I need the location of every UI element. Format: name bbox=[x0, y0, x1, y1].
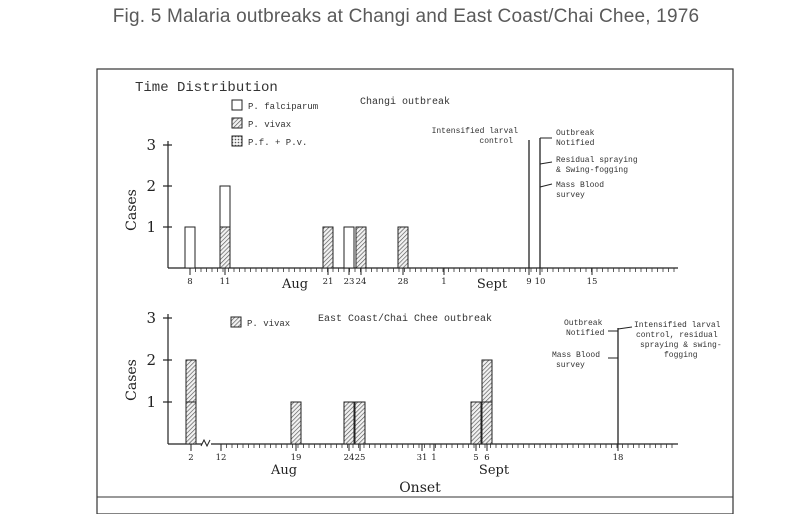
event-label: survey bbox=[556, 191, 585, 200]
x-tick-label: 21 bbox=[323, 277, 334, 287]
event-label: Intensified larval bbox=[634, 321, 721, 330]
legend-label: P. falciparum bbox=[248, 102, 318, 112]
event-label: control, residual bbox=[636, 331, 718, 340]
x-tick-label: 12 bbox=[216, 453, 227, 463]
event-label: spraying & swing- bbox=[640, 341, 722, 350]
bar-hatched bbox=[354, 401, 366, 445]
x-tick-label: 15 bbox=[587, 277, 598, 287]
x-tick-label: 1 bbox=[431, 453, 436, 463]
legend-swatch-hatched bbox=[230, 316, 242, 328]
x-tick-label: 19 bbox=[291, 453, 302, 463]
x-tick-label: 25 bbox=[355, 453, 366, 463]
legend-swatch-dotted bbox=[231, 135, 243, 147]
chart-panel-1: Changi outbreak P. falciparum P. vivax P.f.… bbox=[124, 96, 678, 292]
x-tick-label: 31 bbox=[417, 453, 428, 463]
bar-open bbox=[343, 226, 355, 269]
x-tick-label: 24 bbox=[356, 277, 367, 287]
legend-label: P. vivax bbox=[248, 120, 291, 130]
event-label: fogging bbox=[664, 351, 698, 360]
bar-hatched bbox=[185, 401, 197, 445]
month-label: Sept bbox=[477, 277, 508, 292]
x-tick-label: 6 bbox=[484, 453, 489, 463]
legend-swatch-open bbox=[231, 99, 243, 111]
bar-hatched bbox=[470, 401, 482, 445]
event-label: & Swing-fogging bbox=[556, 166, 628, 175]
legend-swatch-hatched bbox=[231, 117, 243, 129]
y-tick-label: 2 bbox=[146, 177, 156, 195]
y-tick-label: 3 bbox=[146, 136, 156, 154]
event-label: Outbreak bbox=[564, 319, 603, 328]
event-label: Notified bbox=[566, 329, 605, 338]
y-tick-label: 1 bbox=[146, 393, 156, 411]
y-tick-label: 3 bbox=[146, 309, 156, 327]
x-tick-label: 9 bbox=[526, 277, 531, 287]
x-tick-label: 1 bbox=[441, 277, 446, 287]
chart-subtitle: Changi outbreak bbox=[360, 96, 450, 108]
event-label: Notified bbox=[556, 139, 595, 148]
event-label: Mass Blood bbox=[556, 181, 604, 190]
event-label: Mass Blood bbox=[552, 351, 600, 360]
event-label: Intensified larval bbox=[432, 127, 519, 136]
x-axis-label: Onset bbox=[399, 480, 441, 496]
x-tick-label: 10 bbox=[535, 277, 546, 287]
bar-hatched bbox=[397, 226, 409, 269]
x-tick-label: 8 bbox=[187, 277, 192, 287]
bar-open bbox=[184, 226, 196, 269]
event-label: Outbreak bbox=[556, 129, 595, 138]
month-label: Aug bbox=[281, 277, 308, 292]
chart-subtitle: East Coast/Chai Chee outbreak bbox=[318, 313, 492, 325]
y-axis-label: Cases bbox=[124, 359, 140, 401]
bar-open bbox=[219, 185, 231, 228]
x-tick-label: 24 bbox=[344, 453, 355, 463]
bar-hatched bbox=[481, 401, 493, 445]
x-tick-label: 18 bbox=[613, 453, 624, 463]
bar-hatched bbox=[481, 359, 493, 403]
axis-break bbox=[200, 438, 211, 448]
event-pointer bbox=[539, 183, 553, 188]
y-axis-label: Cases bbox=[124, 189, 140, 231]
x-tick-label: 11 bbox=[220, 277, 231, 287]
month-label: Aug bbox=[270, 463, 297, 478]
y-tick-label: 1 bbox=[146, 218, 156, 236]
bar-hatched bbox=[219, 226, 231, 269]
bar-hatched bbox=[322, 226, 334, 269]
x-tick-label: 2 bbox=[188, 453, 193, 463]
event-label: Residual spraying bbox=[556, 156, 638, 165]
event-label: survey bbox=[556, 361, 585, 370]
legend-label: P. vivax bbox=[247, 319, 290, 329]
event-pointer bbox=[539, 161, 553, 165]
figure-title: Fig. 5 Malaria outbreaks at Changi and E… bbox=[112, 6, 700, 27]
bar-hatched bbox=[355, 226, 367, 269]
y-tick-label: 2 bbox=[146, 351, 156, 369]
month-label: Sept bbox=[479, 463, 510, 478]
x-tick-label: 23 bbox=[344, 277, 355, 287]
panel-title: Time Distribution bbox=[135, 80, 278, 96]
bar-hatched bbox=[185, 359, 197, 403]
legend-label: P.f. + P.v. bbox=[248, 138, 307, 148]
event-pointer bbox=[617, 326, 633, 330]
x-tick-label: 5 bbox=[473, 453, 478, 463]
event-label: control bbox=[479, 137, 513, 146]
bar-hatched bbox=[343, 401, 355, 445]
x-tick-label: 28 bbox=[398, 277, 409, 287]
bar-hatched bbox=[290, 401, 302, 445]
panel-frame bbox=[96, 68, 734, 514]
